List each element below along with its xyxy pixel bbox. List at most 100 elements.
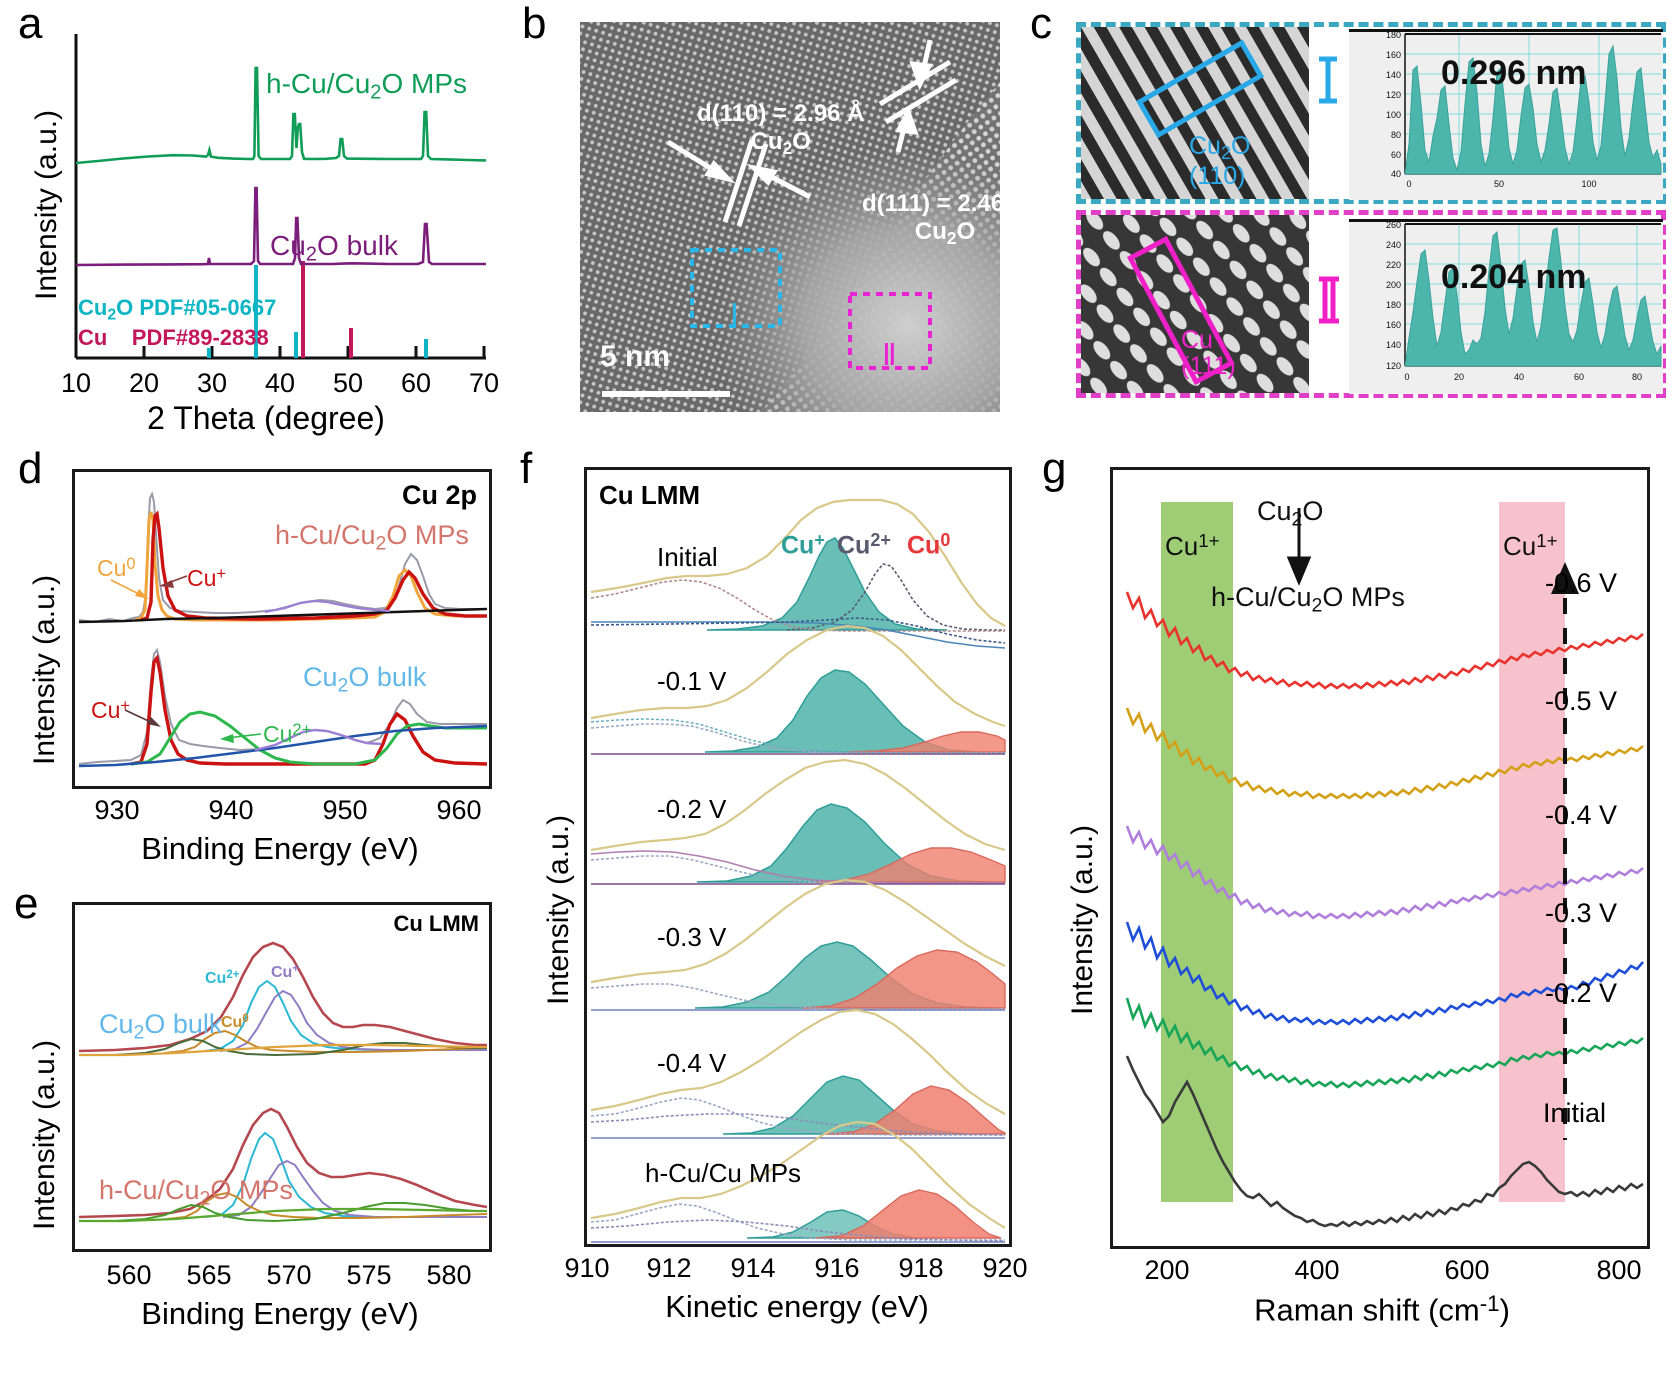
- panel-e-xtick-1: 565: [186, 1260, 232, 1290]
- panel-c-bottom: Cu (111) 260 24: [1076, 210, 1666, 398]
- roi-box-I: [690, 248, 782, 328]
- panel-b-label: b: [522, 0, 547, 48]
- panel-c-top: Cu2O (110) 180 160 140: [1076, 22, 1666, 204]
- roi-label-I: Ⅰ: [730, 299, 739, 332]
- panel-a-xlabel: 2 Theta (degree): [147, 400, 385, 436]
- g-trace-m06: [1125, 591, 1644, 690]
- svg-text:60: 60: [1574, 372, 1584, 382]
- svg-text:40: 40: [1391, 169, 1401, 179]
- panel-c-bottom-profile-chart: 260 240 220 200 180 160 140 120 0 20 40 60 80 0.…: [1349, 219, 1663, 394]
- svg-text:60: 60: [1391, 150, 1401, 160]
- panel-d-bottom-label: Cu2O bulk: [303, 662, 427, 697]
- svg-text:100: 100: [1581, 179, 1596, 189]
- svg-text:160: 160: [1386, 50, 1401, 60]
- svg-text:0: 0: [1406, 179, 1411, 189]
- panel-d-ann-cu2plus: Cu2+: [263, 720, 312, 747]
- panel-d-corner-title: Cu 2p: [401, 480, 477, 510]
- roi-box-II: [848, 292, 932, 370]
- panel-f-trace-label-hcu: h-Cu/Cu MPs: [645, 1158, 802, 1188]
- d-top-background: [78, 607, 488, 624]
- d-bottom-cu2plus-component: [130, 710, 487, 766]
- panel-d-plot-frame: Cu 2p h-Cu/Cu2O MPs Cu2O bulk Cu0 Cu+ Cu…: [72, 469, 492, 789]
- panel-f-trace-label-m03: -0.3 V: [657, 922, 727, 952]
- highlight-band-left: [1161, 502, 1233, 1202]
- panel-f: f Intensity (a.u.): [512, 445, 1032, 1390]
- panel-a-plot: [74, 34, 487, 360]
- panel-e-xtick-2: 570: [266, 1260, 312, 1290]
- measure-box-cu2o: [1136, 39, 1265, 139]
- g-trace-m03: [1125, 921, 1644, 1026]
- svg-text:180: 180: [1386, 300, 1401, 310]
- profile-curve-top: [1404, 44, 1662, 175]
- panel-f-xtick-1: 912: [646, 1253, 692, 1283]
- panel-b-scalebar-label: 5 nm: [600, 340, 671, 373]
- svg-text:260: 260: [1386, 222, 1401, 230]
- trace-cu2o-bulk: [75, 186, 486, 267]
- panel-e-ann-cu2plus: Cu2+: [205, 969, 240, 987]
- e-bottom-envelope: [78, 1107, 488, 1219]
- f-trace-m03: [590, 878, 1006, 1011]
- panel-g-trace-label-m02: -0.2 V: [1545, 978, 1618, 1008]
- panel-f-xtick-0: 910: [564, 1253, 610, 1283]
- svg-text:180: 180: [1386, 32, 1401, 40]
- g-trace-m05: [1125, 707, 1644, 800]
- g-trace-m02: [1125, 997, 1644, 1089]
- svg-text:40: 40: [1514, 372, 1524, 382]
- panel-e-xtick-0: 560: [106, 1260, 152, 1290]
- panel-g-trace-label-m05: -0.5 V: [1545, 686, 1618, 716]
- panel-c-label: c: [1030, 0, 1052, 48]
- panel-f-xtick-3: 916: [814, 1253, 860, 1283]
- svg-text:80: 80: [1632, 372, 1642, 382]
- svg-text:20: 20: [1454, 372, 1464, 382]
- panel-a-xtick-0: 10: [60, 368, 92, 398]
- panel-a-xtick-1: 20: [128, 368, 160, 398]
- panel-f-legend-cuplus: Cu+: [781, 530, 825, 560]
- d-top-cuplus-component: [140, 510, 487, 622]
- panel-g-xtick-3: 800: [1596, 1255, 1642, 1285]
- panel-f-plot-frame: Cu LMM Cu+ Cu2+ Cu0 Initial -0.1 V -0.2 …: [584, 467, 1012, 1247]
- svg-text:100: 100: [1386, 110, 1401, 120]
- panel-f-trace-label-m01: -0.1 V: [657, 666, 727, 696]
- panel-a-ylabel: Intensity (a.u.): [30, 109, 63, 300]
- cu2o-arrow: [1286, 508, 1312, 586]
- panel-b: b: [512, 0, 1028, 420]
- panel-f-xlabel: Kinetic energy (eV): [665, 1289, 929, 1324]
- e-bottom-cuplus: [222, 1159, 487, 1218]
- panel-e-xtick-4: 580: [426, 1260, 472, 1290]
- panel-g-spectra: [1125, 502, 1644, 1228]
- panel-e-plot-frame: Cu LMM Cu2O bulk h-Cu/Cu2O MPs Cu2+ Cu+ …: [72, 902, 492, 1252]
- panel-f-xtick-2: 914: [730, 1253, 776, 1283]
- panel-c-top-profile-chart: 180 160 140 120 100 80 60 40 0 50 100 0.296 nm: [1349, 29, 1663, 200]
- panel-c-bottom-phase-label: Cu (111): [1181, 326, 1236, 381]
- panel-d-ann-cu0: Cu0: [97, 554, 136, 581]
- panel-g-xlabel: Raman shift (cm-1): [1254, 1291, 1510, 1328]
- e-top-cu0: [164, 1029, 488, 1054]
- panel-c-top-phase-label: Cu2O (110): [1189, 132, 1251, 190]
- panel-a-legend-cu2o: Cu2O PDF#05-0667: [78, 295, 277, 324]
- trend-marker-triangle: [1551, 562, 1579, 594]
- panel-d-top-label: h-Cu/Cu2O MPs: [275, 520, 469, 555]
- panel-a-legend-cu: Cu PDF#89-2838: [78, 325, 269, 350]
- panel-d-ann-cuplus-bottom: Cu+: [91, 696, 131, 723]
- f-trace-initial: [590, 498, 1006, 649]
- panel-a-trace-bottom-label: Cu2O bulk: [270, 230, 398, 266]
- panel-a-xtick-6: 70: [468, 368, 500, 398]
- svg-text:240: 240: [1386, 240, 1401, 250]
- e-top-minor: [79, 1037, 487, 1057]
- d-top-raw: [78, 491, 487, 624]
- panel-g-xtick-1: 400: [1294, 1255, 1340, 1285]
- e-top-background: [79, 1043, 487, 1057]
- e-top-cuplus: [219, 989, 487, 1052]
- svg-text:120: 120: [1386, 90, 1401, 100]
- g-trace-m04: [1125, 825, 1644, 920]
- panel-d-xlabel: Binding Energy (eV): [141, 831, 419, 866]
- svg-text:80: 80: [1391, 130, 1401, 140]
- f-trace-m02: [590, 758, 1006, 885]
- panel-d-xtick-3: 960: [436, 795, 482, 825]
- panel-c-bottom-roi-marker: [1319, 276, 1339, 324]
- panel-d-ylabel: Intensity (a.u.): [28, 574, 61, 765]
- panel-c-top-roi-marker: [1319, 56, 1337, 104]
- svg-text:160: 160: [1386, 320, 1401, 330]
- panel-d-xtick-2: 950: [322, 795, 368, 825]
- panel-a-xtick-4: 50: [332, 368, 364, 398]
